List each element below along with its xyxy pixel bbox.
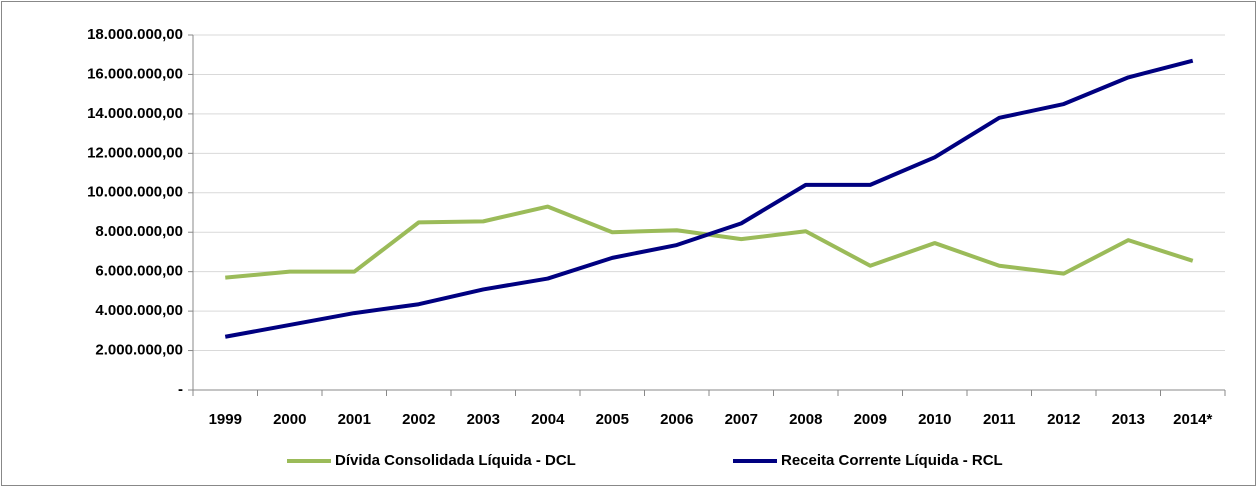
x-tick-label: 1999 (209, 411, 242, 428)
y-tick-label: 10.000.000,00 (87, 184, 183, 201)
y-tick-label: 2.000.000,00 (95, 342, 183, 359)
x-tick-label: 2008 (789, 411, 822, 428)
y-tick-label: 14.000.000,00 (87, 105, 183, 122)
line-series (224, 58, 1194, 339)
y-tick-label: 6.000.000,00 (95, 263, 183, 280)
x-tick-label: 2005 (596, 411, 629, 428)
x-tick-label: 2011 (983, 411, 1016, 428)
x-tick-label: 2004 (531, 411, 565, 428)
x-tick-label: 2000 (273, 411, 306, 428)
x-tick-label: 2009 (854, 411, 887, 428)
x-tick-label: 2013 (1112, 411, 1145, 428)
y-tick-label: 8.000.000,00 (95, 223, 183, 240)
x-tick-label: 2006 (660, 411, 693, 428)
x-tick-label: 2001 (338, 411, 371, 428)
y-tick-label: 12.000.000,00 (87, 144, 183, 161)
x-tick-label: 2007 (725, 411, 758, 428)
y-tick-label: 18.000.000,00 (87, 26, 183, 43)
x-tick-label: 2012 (1047, 411, 1080, 428)
y-tick-label: - (178, 381, 183, 398)
legend-label: Dívida Consolidada Líquida - DCL (335, 452, 576, 469)
legend-label: Receita Corrente Líquida - RCL (781, 452, 1003, 469)
x-tick-label: 2014* (1173, 411, 1212, 428)
x-tick-label: 2002 (402, 411, 435, 428)
y-tick-label: 16.000.000,00 (87, 65, 183, 82)
x-tick-label: 2010 (918, 411, 951, 428)
y-tick-label: 4.000.000,00 (95, 302, 183, 319)
x-tick-label: 2003 (467, 411, 500, 428)
